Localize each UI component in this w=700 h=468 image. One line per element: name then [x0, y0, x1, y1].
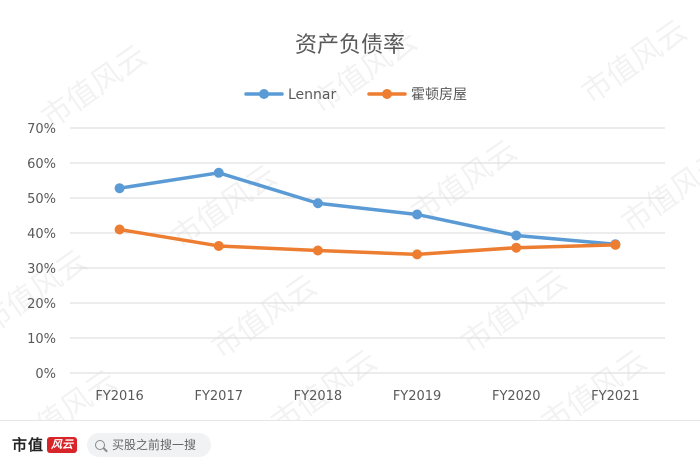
watermark: 市值风云 — [265, 343, 383, 420]
series-layer — [114, 167, 621, 260]
gridlines — [70, 127, 665, 374]
x-tick-label: FY2018 — [294, 389, 343, 404]
y-tick-label: 0% — [35, 367, 56, 382]
data-point — [511, 242, 522, 253]
brand-name: 市值 — [12, 436, 45, 454]
watermark: 市值风云 — [615, 143, 700, 240]
footer-bar: 市值 风云 买股之前搜一搜 — [0, 420, 700, 468]
brand-mark: 风云 — [47, 436, 78, 453]
data-point — [511, 230, 522, 241]
x-tick-label: FY2021 — [591, 389, 640, 404]
series-2 — [114, 224, 621, 260]
data-point — [213, 240, 224, 251]
y-tick-label: 20% — [27, 297, 56, 312]
search-icon — [95, 439, 106, 450]
legend: Lennar 霍顿房屋 — [244, 87, 467, 103]
x-tick-label: FY2019 — [393, 389, 442, 404]
y-tick-label: 70% — [27, 122, 56, 137]
x-tick-label: FY2016 — [95, 389, 144, 404]
x-tick-label: FY2020 — [492, 389, 541, 404]
y-tick-label: 40% — [27, 227, 56, 242]
y-tick-label: 10% — [27, 332, 56, 347]
y-tick-label: 30% — [27, 262, 56, 277]
watermark: 市值风云 — [535, 343, 653, 420]
series-line — [117, 227, 618, 257]
search-box[interactable]: 买股之前搜一搜 — [87, 432, 212, 457]
brand-logo[interactable]: 市值 风云 — [12, 434, 78, 455]
y-tick-label: 60% — [27, 157, 56, 172]
legend-item-2: 霍顿房屋 — [367, 87, 467, 103]
data-point — [213, 167, 224, 178]
y-axis: 0% 10% 20% 30% 40% 50% 60% 70% — [27, 122, 56, 382]
chart-panel: 市值风云 市值风云 市值风云 市值风云 市值风云 市值风云 市值风云 市值风云 市值风云 市值风云… — [0, 13, 700, 420]
watermark: 市值风云 — [575, 13, 693, 110]
data-point — [114, 224, 125, 235]
chart-title: 资产负债率 — [295, 33, 405, 58]
search-placeholder: 买股之前搜一搜 — [112, 438, 197, 452]
data-point — [312, 198, 323, 209]
series-1 — [114, 167, 621, 250]
data-point — [412, 249, 423, 260]
legend-swatch-marker — [382, 89, 392, 99]
x-axis: FY2016 FY2017 FY2018 FY2019 FY2020 FY2021 — [95, 389, 639, 404]
legend-label: Lennar — [288, 87, 336, 103]
legend-item-1: Lennar — [244, 87, 336, 103]
watermark: 市值风云 — [205, 268, 323, 365]
data-point — [114, 183, 125, 194]
x-tick-label: FY2017 — [194, 389, 243, 404]
data-point — [412, 209, 423, 220]
data-point — [312, 245, 323, 256]
series-line — [117, 171, 618, 246]
watermark: 市值风云 — [455, 263, 573, 360]
watermark: 市值风云 — [0, 243, 94, 340]
legend-swatch-marker — [259, 89, 269, 99]
y-tick-label: 50% — [27, 192, 56, 207]
legend-label: 霍顿房屋 — [411, 87, 467, 103]
data-point — [610, 239, 621, 250]
